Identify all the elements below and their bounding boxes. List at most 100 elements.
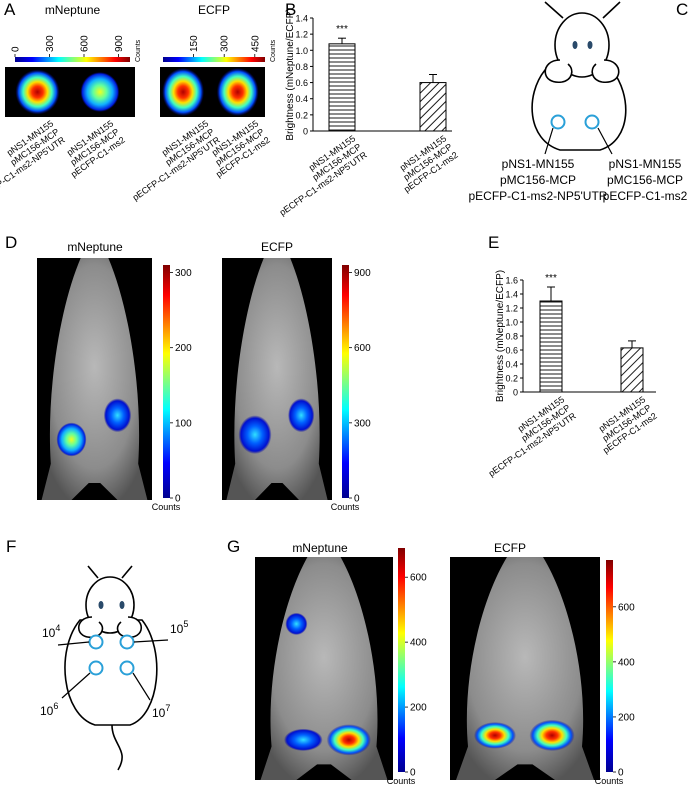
- colorbar: [342, 265, 349, 498]
- colorbar: [163, 265, 170, 498]
- y-tick-label: 1.0: [505, 318, 518, 328]
- colorbar-tick-label: 900: [114, 35, 125, 52]
- y-tick-label: 1.2: [505, 304, 518, 314]
- y-tick-label: 0.8: [505, 332, 518, 342]
- y-tick-label: 0.4: [505, 360, 518, 370]
- dilution-label: 105: [170, 619, 188, 636]
- signal-spot: [288, 398, 315, 433]
- colorbar-label: Counts: [270, 39, 277, 62]
- y-tick-label: 0.2: [295, 110, 308, 120]
- significance-annotation: ***: [545, 273, 557, 284]
- label-exponent: 6: [53, 701, 58, 711]
- panel-label: B: [285, 0, 296, 19]
- colorbar-label: Counts: [387, 776, 416, 786]
- panel-label: F: [6, 537, 16, 556]
- dilution-label: 104: [42, 623, 60, 640]
- y-tick-label: 0.6: [295, 78, 308, 88]
- y-tick-label: 0.6: [505, 346, 518, 356]
- signal-spot: [103, 398, 132, 433]
- signal-spot: [80, 72, 120, 112]
- mouse-body: [260, 557, 388, 780]
- signal-spot: [285, 612, 308, 636]
- colorbar: [163, 57, 265, 62]
- signal-spot: [326, 724, 371, 756]
- colorbar-tick-label: 450: [250, 35, 261, 52]
- sample-label-line: pNS1-MN155: [609, 157, 682, 171]
- panel-label: E: [488, 233, 499, 252]
- y-tick-label: 0.8: [295, 62, 308, 72]
- colorbar-tick-label: 150: [189, 35, 200, 52]
- colorbar-tick-label: 200: [410, 703, 427, 714]
- signal-spot: [529, 719, 575, 752]
- colorbar-label: Counts: [331, 502, 360, 512]
- colorbar-tick-label: 400: [618, 657, 635, 668]
- sample-label-line: pMC156-MCP: [500, 173, 576, 187]
- y-axis-label: Brightness (mNeptune/ECFP): [285, 8, 296, 140]
- colorbar-label: Counts: [152, 502, 181, 512]
- signal-spot: [474, 722, 516, 749]
- label-base: 10: [40, 704, 54, 718]
- dilution-label: 107: [152, 703, 170, 720]
- colorbar-tick-label: 300: [354, 418, 371, 429]
- colorbar-tick-label: 200: [175, 343, 192, 354]
- colorbar: [398, 548, 405, 772]
- colorbar-tick-label: 0: [618, 768, 624, 779]
- colorbar-tick-label: 400: [410, 638, 427, 649]
- signal-spot: [56, 422, 87, 457]
- colorbar: [606, 560, 613, 772]
- y-tick-label: 1.0: [295, 46, 308, 56]
- signal-spot: [15, 69, 60, 115]
- y-tick-label: 1.4: [295, 14, 308, 24]
- colorbar-tick-label: 300: [45, 35, 56, 52]
- y-tick-label: 1.2: [295, 30, 308, 40]
- signal-spot: [283, 728, 323, 752]
- y-tick-label: 0.4: [295, 94, 308, 104]
- sample-label-line: pMC156-MCP: [607, 173, 683, 187]
- colorbar-tick-label: 600: [354, 343, 371, 354]
- colorbar-tick-label: 900: [354, 268, 371, 279]
- label-base: 10: [170, 622, 184, 636]
- dilution-label: 106: [40, 701, 58, 718]
- bar: [620, 347, 644, 393]
- image-title: mNeptune: [45, 3, 101, 17]
- mouse-diagram: [57, 565, 169, 771]
- label-base: 10: [42, 626, 56, 640]
- image-title: mNeptune: [67, 240, 123, 254]
- label-exponent: 4: [55, 623, 60, 633]
- signal-spot: [162, 68, 205, 116]
- colorbar-tick-label: 0: [175, 494, 181, 505]
- colorbar-tick-label: 300: [175, 268, 192, 279]
- image-title: ECFP: [261, 240, 293, 254]
- label-exponent: 5: [183, 619, 188, 629]
- panel-label: C: [676, 0, 688, 19]
- significance-annotation: ***: [336, 24, 348, 35]
- y-tick-label: 0.2: [505, 374, 518, 384]
- colorbar-tick-label: 100: [175, 418, 192, 429]
- mouse-diagram: [531, 1, 627, 155]
- colorbar-label: Counts: [595, 776, 624, 786]
- colorbar-tick-label: 0: [11, 46, 22, 52]
- colorbar-tick-label: 600: [410, 573, 427, 584]
- colorbar-tick-label: 300: [220, 35, 231, 52]
- colorbar-tick-label: 200: [618, 712, 635, 723]
- bar: [419, 82, 447, 132]
- panel-label: A: [4, 0, 16, 19]
- image-title: ECFP: [494, 541, 526, 555]
- colorbar-tick-label: 600: [80, 35, 91, 52]
- bar: [328, 43, 356, 132]
- y-tick-label: 0: [513, 388, 518, 398]
- y-tick-label: 1.4: [505, 290, 518, 300]
- y-tick-label: 0: [303, 127, 308, 137]
- label-base: 10: [152, 706, 166, 720]
- colorbar-tick-label: 600: [618, 602, 635, 613]
- image-title: mNeptune: [292, 541, 348, 555]
- panel-label: G: [227, 537, 240, 556]
- colorbar-tick-label: 0: [410, 768, 416, 779]
